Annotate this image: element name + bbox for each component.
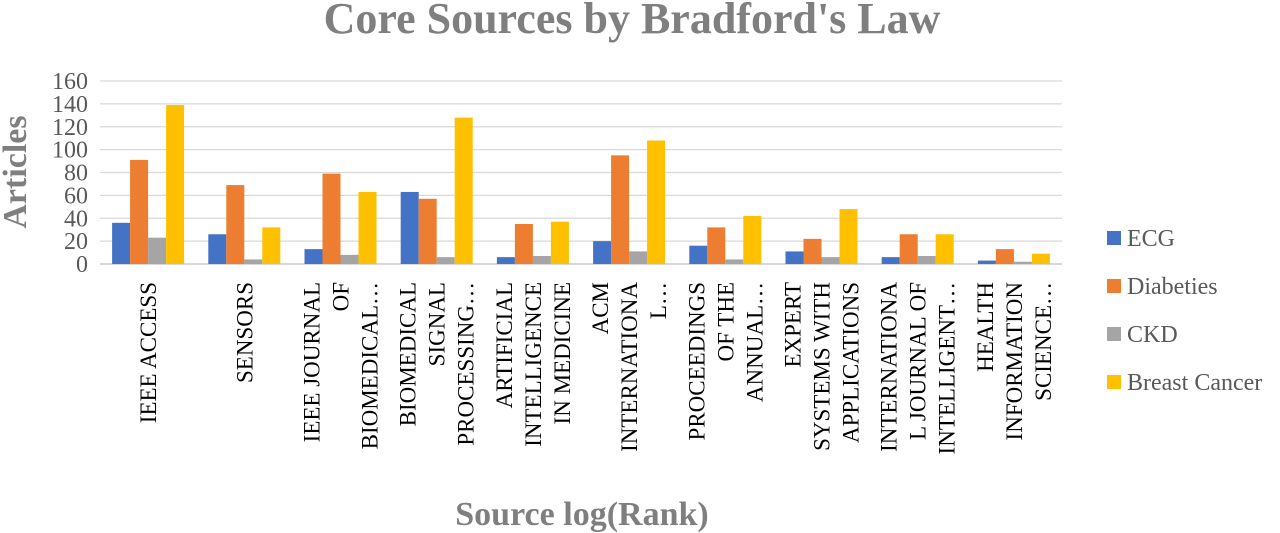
x-category-label: OF <box>329 282 354 311</box>
bar-ckd <box>244 259 263 264</box>
x-category-label: BIOMEDICAL <box>396 282 421 426</box>
x-category-label: IEEE JOURNAL <box>300 282 325 442</box>
bar-diabeties <box>707 227 726 264</box>
x-category-label: L JOURNAL OF <box>906 282 931 440</box>
bar-breast-cancer <box>166 105 185 264</box>
x-axis-category-labels: IEEE ACCESS SENSORS IEEE JOURNAL OF BIOMEDIC… <box>136 282 1056 455</box>
bar-breast-cancer <box>454 117 473 264</box>
x-category-label: L… <box>646 282 671 319</box>
bar-ckd <box>725 259 744 264</box>
x-category-label: IEEE ACCESS <box>136 282 161 423</box>
y-tick-label: 20 <box>64 229 88 255</box>
bars <box>112 105 1050 264</box>
gridlines <box>100 80 1062 265</box>
x-axis-title: Source log(Rank) <box>455 496 708 533</box>
bar-ecg <box>785 251 804 264</box>
bar-breast-cancer <box>358 191 377 264</box>
x-category-label: ANNUAL… <box>742 282 767 402</box>
y-tick-label: 140 <box>52 92 88 118</box>
legend-swatch <box>1107 327 1121 341</box>
bar-ckd <box>917 255 936 264</box>
x-category-label: INTERNATIONA <box>877 282 902 452</box>
x-category-label: INTELLIGENCE <box>521 282 546 447</box>
bar-ecg <box>689 245 708 264</box>
bar-ckd <box>340 254 359 264</box>
x-category-label: HEALTH <box>973 282 998 372</box>
x-category-label: INTELLIGENT… <box>935 282 960 454</box>
y-axis-title: Articles <box>0 115 34 228</box>
x-category-label: ACM <box>588 282 613 334</box>
legend-label: ECG <box>1127 226 1175 252</box>
bar-diabeties <box>611 155 630 264</box>
bar-diabeties <box>322 173 341 264</box>
x-category-label: IN MEDICINE <box>550 282 575 424</box>
bar-diabeties <box>130 159 149 264</box>
bar-diabeties <box>418 198 437 264</box>
bar-breast-cancer <box>935 234 954 264</box>
x-category-label: ARTIFICIAL <box>492 282 517 408</box>
x-category-label: PROCEEDINGS <box>684 282 709 440</box>
legend-swatch <box>1107 375 1121 389</box>
y-tick-label: 120 <box>52 115 88 141</box>
x-category-label: BIOMEDICAL… <box>358 282 383 449</box>
x-category-label: PROCESSING… <box>454 282 479 446</box>
y-tick-label: 40 <box>64 206 88 232</box>
bar-diabeties <box>803 238 822 264</box>
y-tick-label: 0 <box>76 252 88 278</box>
bar-breast-cancer <box>550 221 569 264</box>
x-category-label: EXPERT <box>781 282 806 368</box>
chart-title: Core Sources by Bradford's Law <box>324 0 941 43</box>
x-category-label: INFORMATION <box>1002 282 1027 441</box>
bar-ecg <box>496 257 515 264</box>
bar-ckd <box>629 251 648 264</box>
legend-label: Diabeties <box>1127 274 1218 300</box>
x-category-label: INTERNATIONA <box>617 282 642 452</box>
y-tick-label: 60 <box>64 183 88 209</box>
x-category-label: SCIENCE… <box>1031 282 1056 401</box>
bar-diabeties <box>226 185 245 264</box>
bar-ckd <box>532 255 551 264</box>
legend-label: Breast Cancer <box>1127 370 1262 396</box>
bar-breast-cancer <box>262 227 281 264</box>
bar-breast-cancer <box>647 140 666 264</box>
y-tick-label: 100 <box>52 138 88 164</box>
bar-breast-cancer <box>1031 253 1050 264</box>
legend-label: CKD <box>1127 322 1178 348</box>
bar-diabeties <box>899 234 918 264</box>
bar-ckd <box>148 237 167 264</box>
bar-ecg <box>881 257 900 264</box>
legend-swatch <box>1107 231 1121 245</box>
bar-diabeties <box>995 249 1014 264</box>
bar-ckd <box>821 257 840 264</box>
bar-diabeties <box>514 223 533 264</box>
bar-ecg <box>208 234 227 264</box>
bar-ecg <box>112 222 131 264</box>
x-category-label: SIGNAL <box>425 282 450 366</box>
bar-ecg <box>593 241 612 264</box>
bar-ecg <box>977 260 996 264</box>
bar-ecg <box>400 191 419 264</box>
x-category-label: SYSTEMS WITH <box>810 282 835 451</box>
x-category-label: SENSORS <box>232 282 257 383</box>
bar-ckd <box>1013 261 1032 264</box>
bar-breast-cancer <box>743 215 762 264</box>
bar-ecg <box>304 249 323 264</box>
legend-swatch <box>1107 279 1121 293</box>
y-tick-label: 160 <box>52 69 88 95</box>
x-category-label: OF THE <box>713 282 738 361</box>
bar-ckd <box>436 257 455 264</box>
legend: ECG Diabeties CKD Breast Cancer <box>1107 226 1262 396</box>
y-tick-label: 80 <box>64 161 88 187</box>
bar-breast-cancer <box>839 209 858 264</box>
x-category-label: APPLICATIONS <box>839 282 864 443</box>
